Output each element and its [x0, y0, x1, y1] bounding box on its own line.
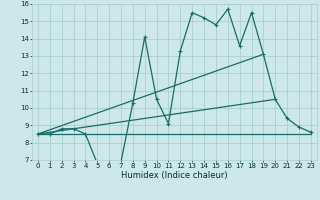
X-axis label: Humidex (Indice chaleur): Humidex (Indice chaleur) [121, 171, 228, 180]
